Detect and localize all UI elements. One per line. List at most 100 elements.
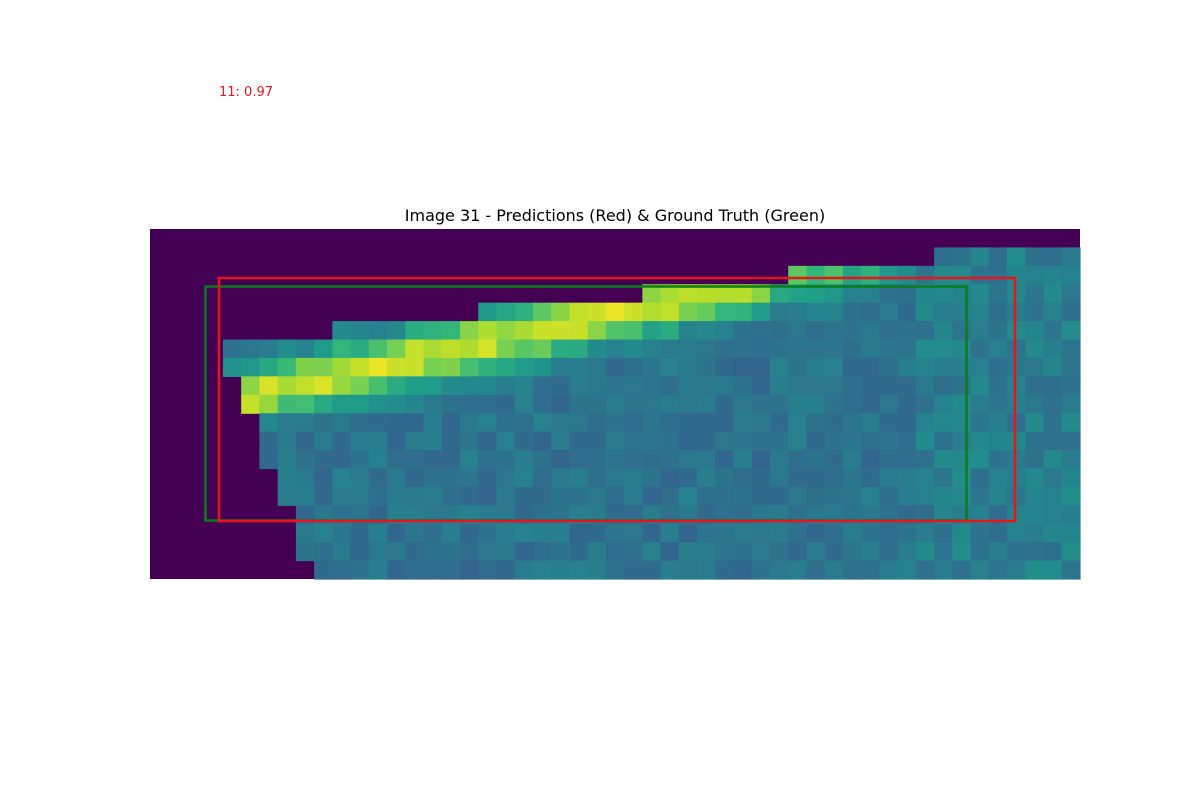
heatmap-cell: [624, 339, 643, 359]
heatmap-cell: [532, 339, 552, 359]
heatmap-cell: [988, 302, 1008, 322]
heatmap-cell: [1007, 505, 1026, 525]
heatmap-cell: [897, 394, 917, 414]
heatmap-cell: [1007, 486, 1026, 506]
heatmap-cell: [897, 357, 917, 377]
heatmap-cell: [824, 302, 844, 322]
heatmap-cell: [368, 431, 388, 451]
heatmap-cell: [1007, 247, 1026, 267]
heatmap-cell: [423, 357, 443, 377]
heatmap-cell: [988, 247, 1008, 267]
heatmap-cell: [970, 468, 990, 488]
heatmap-cell: [514, 468, 534, 488]
heatmap-cell: [934, 339, 953, 359]
heatmap-cell: [478, 394, 498, 414]
heatmap-cell: [879, 394, 899, 414]
heatmap-cell: [496, 413, 516, 433]
heatmap-cell: [478, 339, 498, 359]
heatmap-cell: [368, 321, 388, 341]
heatmap-cell: [551, 321, 571, 341]
heatmap-cell: [770, 394, 789, 414]
heatmap-cell: [897, 450, 917, 470]
heatmap-cell: [952, 486, 972, 506]
heatmap-cell: [806, 376, 826, 396]
heatmap-cell: [788, 468, 808, 488]
heatmap-cell: [842, 468, 862, 488]
prediction-score-label: 11: 0.97: [219, 85, 273, 100]
heatmap-cell: [1043, 468, 1063, 488]
heatmap-cell: [496, 542, 516, 562]
heatmap-cell: [842, 450, 862, 470]
heatmap-cell: [368, 376, 388, 396]
heatmap-cell: [861, 413, 881, 433]
heatmap-cell: [733, 450, 753, 470]
heatmap-cell: [314, 357, 333, 377]
heatmap-cell: [1007, 357, 1026, 377]
heatmap-cell: [1043, 247, 1063, 267]
heatmap-cell: [624, 523, 643, 543]
heatmap-cell: [332, 394, 352, 414]
heatmap-cell: [824, 560, 844, 580]
heatmap-cell: [551, 486, 571, 506]
heatmap-cell: [387, 357, 406, 377]
heatmap-cell: [350, 413, 370, 433]
heatmap-cell: [405, 450, 425, 470]
heatmap-cell: [897, 339, 917, 359]
heatmap-cell: [605, 321, 625, 341]
heatmap-cell: [678, 468, 698, 488]
heatmap-cell: [387, 560, 406, 580]
heatmap-cell: [587, 431, 607, 451]
heatmap-cell: [405, 468, 425, 488]
heatmap-cell: [423, 468, 443, 488]
heatmap-cell: [988, 284, 1008, 304]
heatmap-cell: [295, 357, 315, 377]
heatmap-cell: [1025, 505, 1045, 525]
heatmap-cell: [934, 542, 953, 562]
heatmap-cell: [551, 523, 571, 543]
heatmap-cell: [660, 339, 680, 359]
heatmap-cell: [988, 486, 1008, 506]
heatmap-cell: [460, 339, 479, 359]
heatmap-cell: [788, 560, 808, 580]
heatmap-cell: [259, 376, 279, 396]
heatmap-cell: [277, 394, 297, 414]
heatmap-cell: [441, 321, 461, 341]
heatmap-cell: [952, 265, 972, 285]
heatmap-cell: [842, 376, 862, 396]
heatmap-cell: [824, 265, 844, 285]
heatmap-cell: [988, 376, 1008, 396]
heatmap-cell: [770, 523, 789, 543]
heatmap-cell: [222, 339, 242, 359]
heatmap-cell: [405, 560, 425, 580]
heatmap-cell: [988, 523, 1008, 543]
heatmap-cell: [332, 560, 352, 580]
heatmap-cell: [678, 523, 698, 543]
heatmap-cell: [642, 339, 662, 359]
heatmap-cell: [496, 321, 516, 341]
heatmap-cell: [970, 560, 990, 580]
heatmap-cell: [277, 357, 297, 377]
heatmap-cell: [715, 302, 735, 322]
heatmap-cell: [788, 284, 808, 304]
heatmap-cell: [788, 394, 808, 414]
heatmap-cell: [332, 321, 352, 341]
heatmap-cell: [1043, 413, 1063, 433]
heatmap-cell: [532, 486, 552, 506]
heatmap-cell: [405, 413, 425, 433]
heatmap-cell: [405, 357, 425, 377]
heatmap-cell: [478, 468, 498, 488]
heatmap-cell: [842, 284, 862, 304]
heatmap-cell: [715, 339, 735, 359]
heatmap-cell: [697, 542, 716, 562]
heatmap-cell: [824, 450, 844, 470]
heatmap-cell: [842, 265, 862, 285]
heatmap-cell: [387, 321, 406, 341]
heatmap-cell: [332, 357, 352, 377]
heatmap-cell: [514, 339, 534, 359]
heatmap-cell: [295, 450, 315, 470]
heatmap-cell: [824, 284, 844, 304]
heatmap-cell: [1061, 542, 1081, 562]
heatmap-cell: [897, 284, 917, 304]
heatmap-cell: [915, 486, 935, 506]
heatmap-cell: [915, 376, 935, 396]
